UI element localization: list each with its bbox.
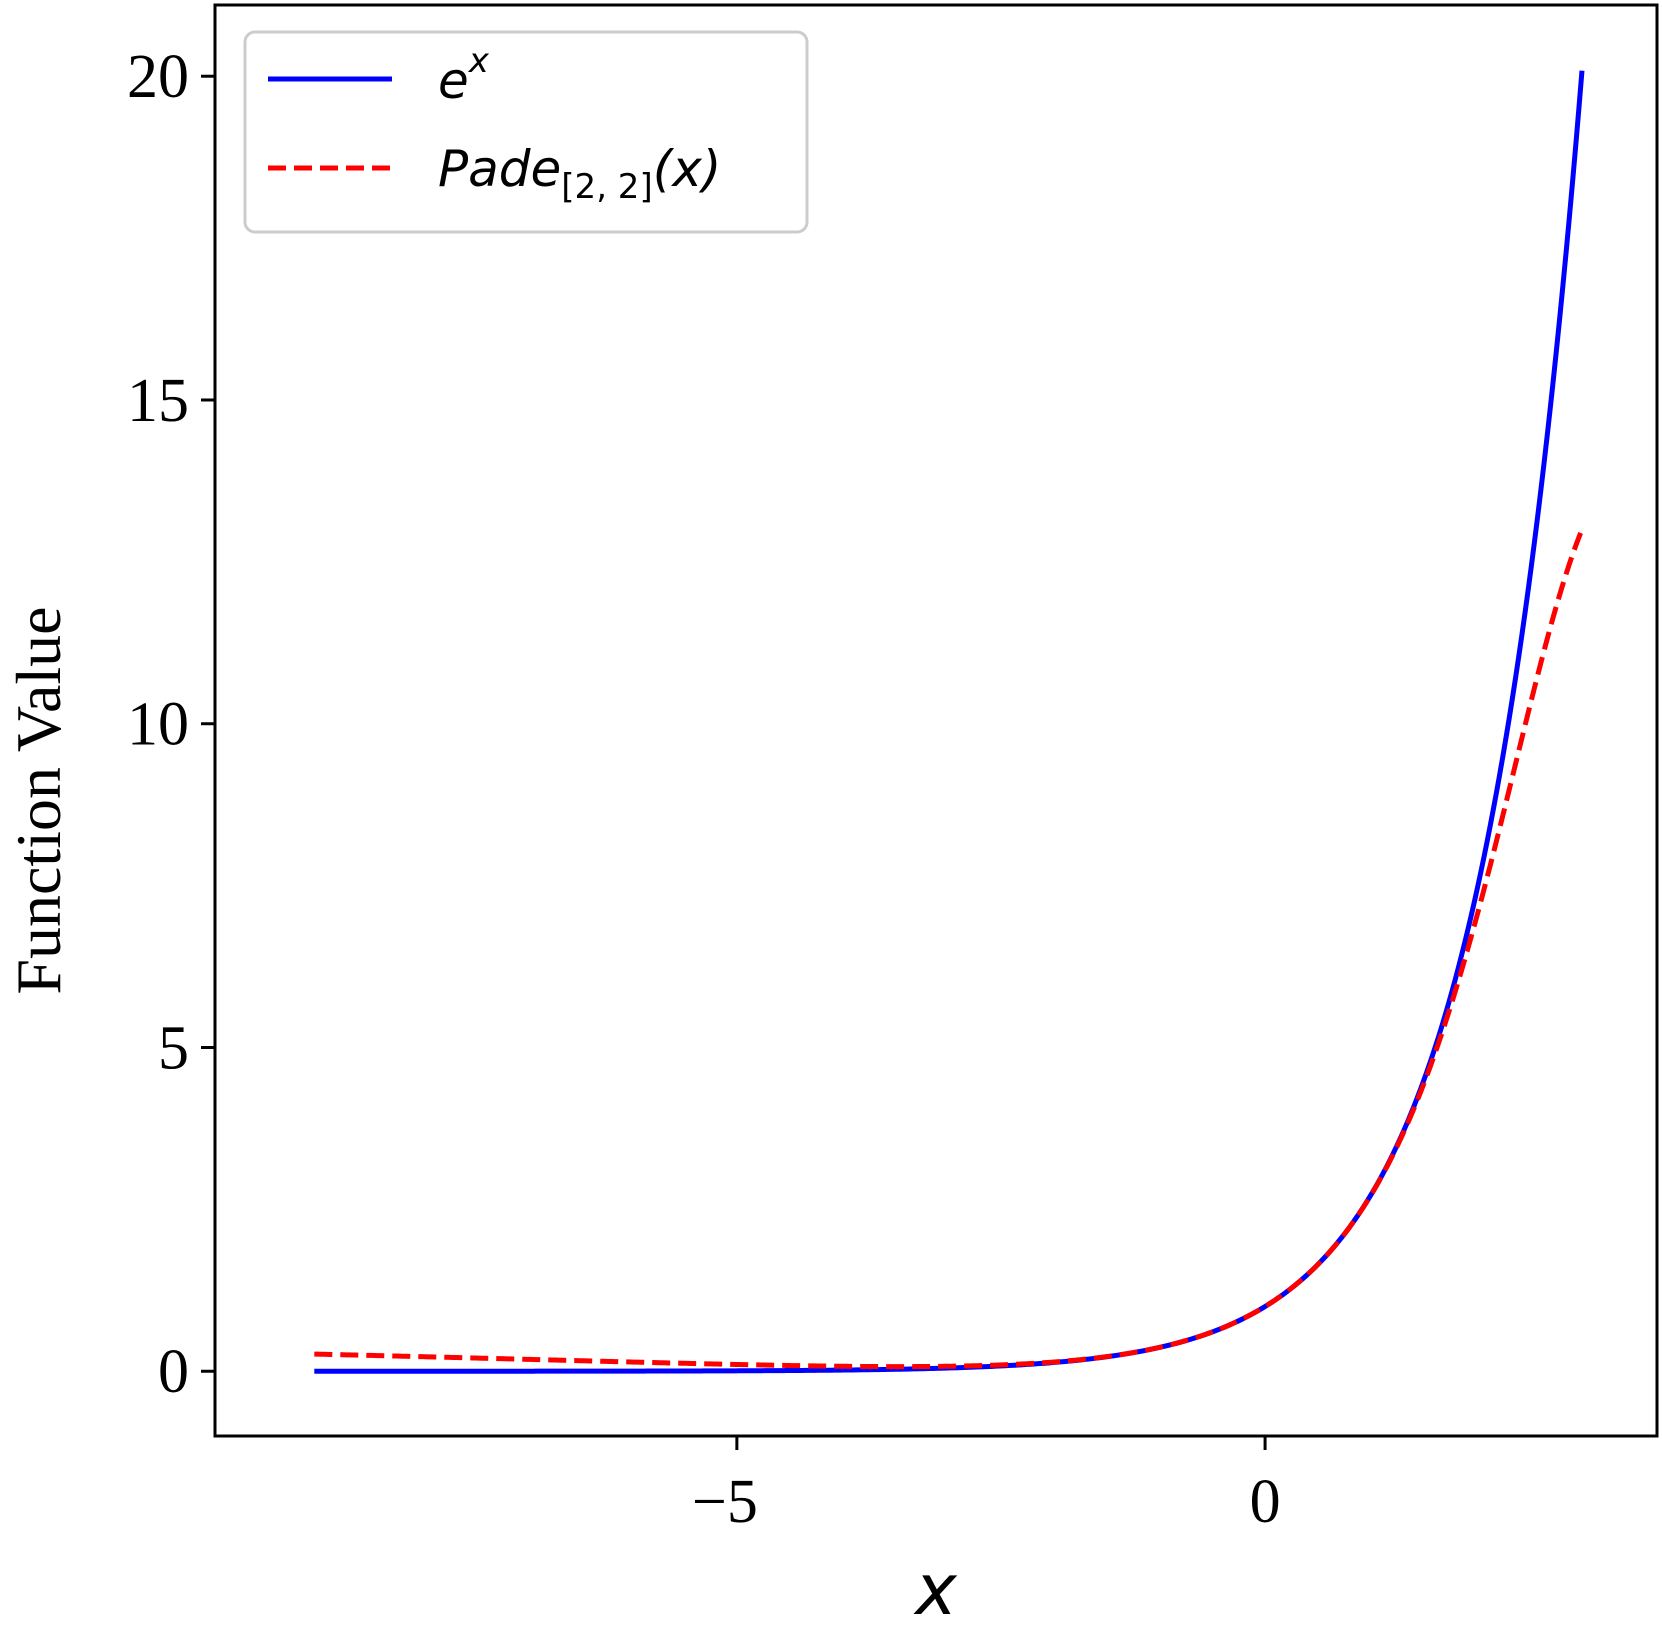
y-tick-label: 20 xyxy=(127,43,189,111)
legend-label-pade: Pade[2, 2](x) xyxy=(438,140,721,207)
ticks-layer: −5 0 0 5 10 15 20 xyxy=(127,43,1281,1536)
legend-label-pade-base: Pade xyxy=(438,140,561,198)
y-tick-label: 0 xyxy=(158,1338,189,1406)
legend-label-exp-sup: x xyxy=(468,41,490,81)
y-tick-label: 5 xyxy=(158,1014,189,1082)
x-axis-label: x xyxy=(913,1549,957,1631)
x-tick-label: 0 xyxy=(1250,1468,1281,1536)
y-tick-label: 15 xyxy=(127,367,189,435)
series-line-1 xyxy=(314,528,1585,1370)
legend-label-exp-base: e xyxy=(438,52,469,110)
plot-frame xyxy=(213,3,1659,1438)
legend-box xyxy=(243,30,809,234)
y-tick-label: 10 xyxy=(127,691,189,759)
legend-label-pade-suffix: (x) xyxy=(653,140,722,198)
x-tick-label: −5 xyxy=(692,1468,758,1536)
legend-label-pade-sub: [2, 2] xyxy=(561,167,652,207)
legend: ex Pade[2, 2](x) xyxy=(243,30,809,234)
series-layer xyxy=(314,70,1585,1374)
y-axis-label: Function Value xyxy=(3,606,74,994)
legend-label-exp: ex xyxy=(438,41,490,110)
